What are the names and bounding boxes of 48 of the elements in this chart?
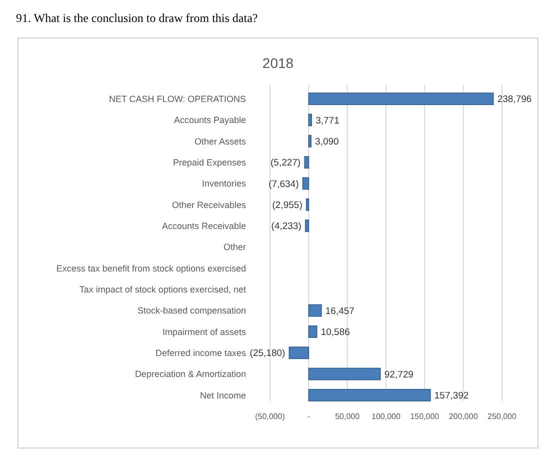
data-label: (2,955) — [272, 200, 302, 211]
bar — [308, 325, 318, 338]
data-label: 92,729 — [384, 369, 414, 380]
data-label: (7,634) — [268, 178, 299, 190]
data-label: 3,771 — [316, 115, 340, 126]
bar — [308, 114, 312, 126]
text: 91. What is the conclusion to draw from this data? — [16, 11, 258, 25]
chart-title: 2018 — [262, 55, 294, 71]
bar — [308, 92, 494, 106]
y-tick-label: Other Assets — [194, 136, 246, 146]
bar — [308, 304, 322, 317]
y-tick-label: NET CASH FLOW: OPERATIONS — [108, 94, 246, 104]
x-tick-label: 200,000 — [448, 412, 478, 421]
y-tick-label: Deferred income taxes — [155, 348, 246, 358]
y-tick-label: Tax impact of stock options exercised, net — [79, 284, 246, 294]
data-label: 16,457 — [325, 306, 354, 317]
data-label: 238,796 — [497, 94, 532, 106]
bar — [306, 198, 310, 211]
x-tick-label: - — [307, 412, 310, 421]
x-tick-label: 100,000 — [372, 412, 402, 421]
y-tick-label: Other Receivables — [172, 200, 246, 210]
y-tick-label: Excess tax benefit from stock options exercised — [56, 263, 246, 274]
y-tick-label: Accounts Receivable — [162, 220, 246, 231]
y-tick-label: Prepaid Expenses — [172, 157, 246, 168]
bar — [308, 134, 312, 148]
y-tick-label: Stock-based compensation — [137, 306, 246, 316]
bar — [308, 388, 431, 402]
y-tick-label: Accounts Payable — [174, 115, 246, 126]
x-tick-label: 150,000 — [410, 412, 440, 421]
y-tick-label: Depreciation & Amortization — [134, 369, 246, 380]
bar — [302, 177, 310, 190]
bar — [288, 346, 310, 360]
data-label: (25,180) — [250, 348, 286, 360]
x-tick-label: 250,000 — [488, 412, 518, 421]
data-label: 10,586 — [320, 327, 350, 338]
bar — [304, 156, 310, 169]
data-label: (5,227) — [270, 158, 301, 169]
x-tick-label: 50,000 — [335, 412, 360, 421]
y-tick-label: Other — [223, 242, 246, 252]
bar — [308, 368, 381, 380]
data-label: 3,090 — [315, 136, 339, 148]
y-tick-label: Net Income — [200, 390, 246, 400]
y-tick-label: Inventories — [202, 178, 246, 189]
data-label: (4,233) — [271, 221, 302, 232]
x-tick-label: (50,000) — [255, 412, 286, 421]
bar — [304, 220, 310, 232]
y-tick-label: Impairment of assets — [162, 326, 246, 337]
data-label: 157,392 — [434, 390, 469, 402]
